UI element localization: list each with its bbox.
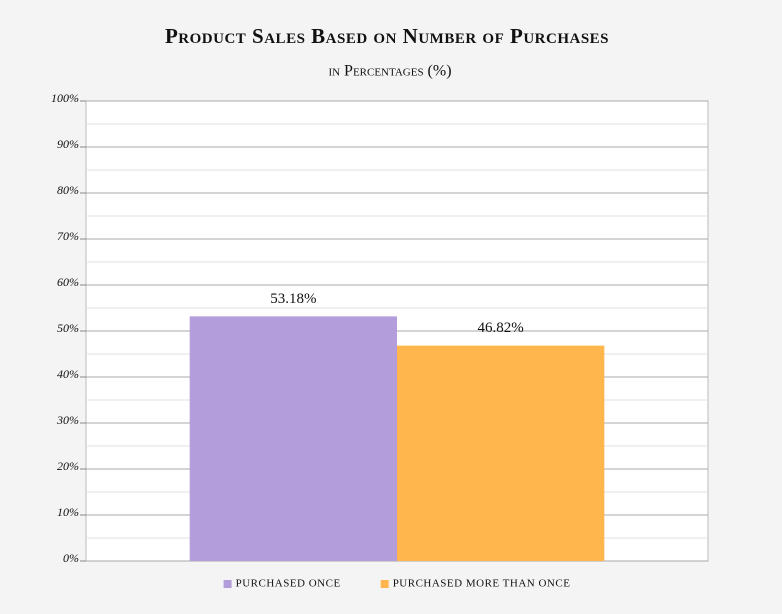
legend-label: PURCHASED MORE THAN ONCE xyxy=(393,578,571,590)
value-label: 46.82% xyxy=(478,320,524,336)
y-tick-label: 40% xyxy=(57,367,79,381)
chart-title: Product Sales Based on Number of Purchas… xyxy=(165,24,609,48)
y-tick-label: 50% xyxy=(57,321,79,335)
legend-swatch xyxy=(223,580,232,588)
legend-label: PURCHASED ONCE xyxy=(236,578,341,590)
y-tick-label: 100% xyxy=(51,91,79,105)
bar xyxy=(397,345,605,561)
y-tick-label: 30% xyxy=(56,413,79,427)
y-tick-label: 80% xyxy=(57,183,79,197)
y-tick-label: 0% xyxy=(63,551,79,565)
y-tick-label: 10% xyxy=(57,505,79,519)
chart-subtitle: in Percentages (%) xyxy=(328,63,451,80)
y-tick-label: 90% xyxy=(57,137,79,151)
y-tick-label: 60% xyxy=(57,275,79,289)
y-tick-label: 20% xyxy=(57,459,79,473)
y-tick-label: 70% xyxy=(57,229,79,243)
value-label: 53.18% xyxy=(270,291,316,307)
bar xyxy=(189,316,397,561)
legend-swatch xyxy=(380,580,389,588)
